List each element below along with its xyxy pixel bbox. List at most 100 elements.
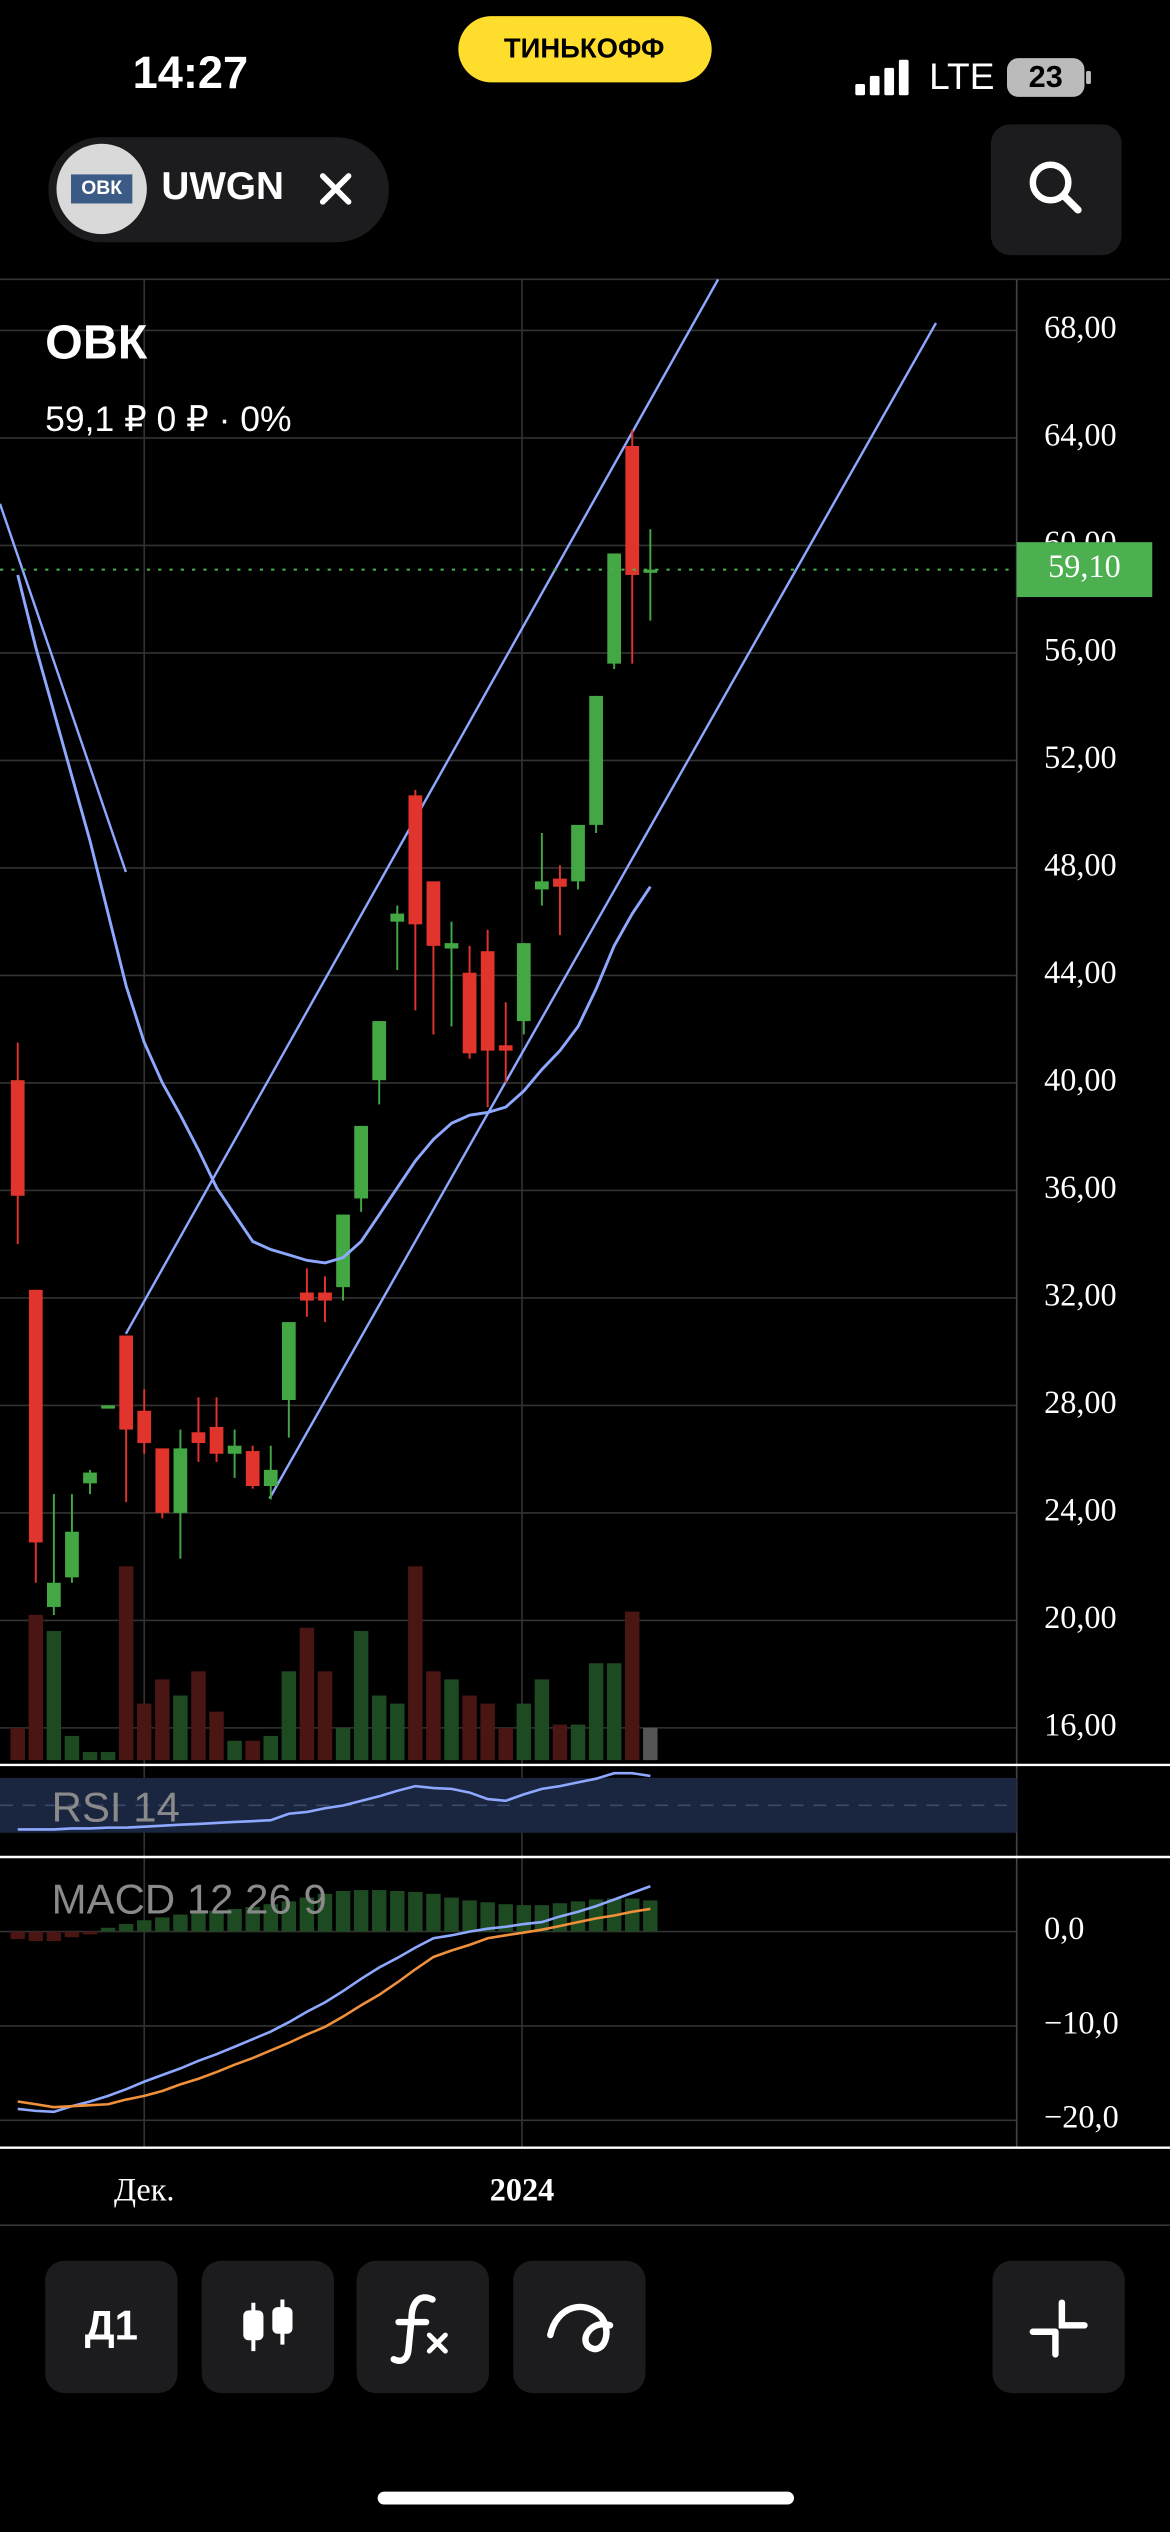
chart-subtitle: 59,1 ₽ 0 ₽ · 0% (45, 399, 291, 439)
battery-tip (1086, 71, 1091, 84)
macd-histogram-bar (245, 1907, 260, 1932)
macd-histogram-bar (353, 1890, 369, 1932)
macd-histogram-bar (155, 1917, 170, 1932)
volume-bar (426, 1671, 441, 1761)
volume-bar (462, 1695, 477, 1761)
battery (1007, 58, 1085, 97)
y-tick-label: 24,00 (1044, 1491, 1117, 1527)
y-tick-label: 68,00 (1044, 309, 1117, 345)
rsi-title: RSI 14 (52, 1783, 180, 1830)
macd-histogram-bar (498, 1904, 513, 1932)
candle-body (372, 1021, 387, 1081)
macd-line (17, 1885, 651, 2114)
macd-histogram-bar (625, 1898, 640, 1932)
macd-histogram-bar (137, 1920, 152, 1932)
candle-body (553, 878, 567, 887)
bank-name: ТИНЬКОФФ (504, 32, 665, 63)
macd-histogram-bar (390, 1890, 405, 1932)
candle-body (607, 553, 622, 664)
last-price-tag (1016, 542, 1153, 598)
volume-bar (191, 1671, 206, 1761)
y-tick-label: 56,00 (1044, 631, 1117, 667)
indicators-button[interactable] (356, 2260, 489, 2394)
volume-bar (408, 1566, 423, 1761)
volume-bar (498, 1727, 513, 1761)
candle-body (191, 1432, 206, 1444)
volume-bar (28, 1614, 44, 1761)
volume-bar (281, 1671, 297, 1761)
candle-body (155, 1448, 170, 1513)
candle-body (83, 1472, 97, 1484)
volume-bar (263, 1735, 278, 1761)
y-tick-label: 52,00 (1044, 739, 1117, 775)
candle-body (119, 1335, 134, 1430)
macd-histogram-bar (227, 1908, 242, 1932)
macd-histogram-bar (118, 1924, 134, 1932)
macd-histogram-bar (534, 1905, 550, 1932)
fx-icon (390, 2294, 436, 2364)
volume-bar (64, 1735, 80, 1761)
volume-bar (10, 1727, 25, 1761)
ticker-logo-text: ОВК (81, 177, 122, 199)
candle-body (535, 881, 549, 890)
home-indicator (377, 2491, 794, 2505)
y-tick-label: −10,0 (1044, 2004, 1119, 2040)
candle-body (625, 445, 640, 575)
candle-body (227, 1445, 242, 1454)
macd-histogram-bar (643, 1900, 658, 1932)
volume-bar (588, 1663, 604, 1761)
candle-body (101, 1405, 115, 1409)
volume-bar (245, 1740, 260, 1761)
volume-bar (534, 1679, 550, 1761)
search-icon-handle (1059, 191, 1082, 214)
volume-bar (353, 1630, 369, 1761)
candle-body (209, 1426, 224, 1454)
volume-bar (625, 1611, 640, 1761)
volume-bar (209, 1711, 224, 1761)
overlay (0, 429, 1017, 2114)
macd-histogram-bar (299, 1897, 315, 1932)
macd-histogram-bar (173, 1914, 188, 1932)
macd-histogram-bar (480, 1902, 495, 1932)
macd-histogram-bar (516, 1905, 532, 1932)
macd-histogram-bar (46, 1931, 62, 1942)
search-button[interactable] (990, 124, 1122, 256)
trend-line (268, 322, 938, 1500)
candle-body (589, 695, 603, 825)
candle-body (498, 1045, 513, 1051)
candle-body (173, 1448, 188, 1513)
chart-type-button[interactable] (201, 2260, 335, 2394)
candle-body (426, 881, 441, 946)
ticker-symbol: UWGN (161, 165, 284, 208)
macd-histogram-bar (408, 1891, 423, 1932)
macd-histogram-bar (263, 1904, 278, 1932)
close-ticker[interactable] (319, 173, 352, 205)
interval-button[interactable] (45, 2260, 178, 2394)
interval-label: Д1 (85, 2302, 138, 2349)
rsi-line (17, 1771, 651, 1831)
volume-bar (299, 1627, 315, 1761)
y-tick-label: 32,00 (1044, 1276, 1117, 1312)
battery-level: 23 (1029, 60, 1063, 94)
volume-bar (444, 1679, 459, 1761)
macd-histogram-bar (28, 1931, 44, 1942)
y-tick-label: 28,00 (1044, 1384, 1117, 1420)
y-tick-label: 16,00 (1044, 1706, 1117, 1742)
drawing-button[interactable] (513, 2260, 646, 2394)
trend-line (0, 503, 128, 873)
y-tick-label: 40,00 (1044, 1061, 1117, 1097)
y-tick-label: 48,00 (1044, 846, 1117, 882)
y-tick-label: 36,00 (1044, 1169, 1117, 1205)
volume-bar (173, 1695, 188, 1761)
candle-body (390, 913, 405, 922)
y-tick-label: −20,0 (1044, 2099, 1119, 2135)
macd-histogram-bar (444, 1897, 459, 1932)
x-tick-label: Дек. (114, 2171, 174, 2207)
candle-body (571, 824, 585, 882)
ticker-logo-plate (71, 174, 133, 204)
trend-lines (0, 278, 938, 1500)
macd-histogram-bar (426, 1893, 441, 1932)
macd-line (17, 1907, 651, 2109)
candle-icon (243, 2299, 293, 2352)
